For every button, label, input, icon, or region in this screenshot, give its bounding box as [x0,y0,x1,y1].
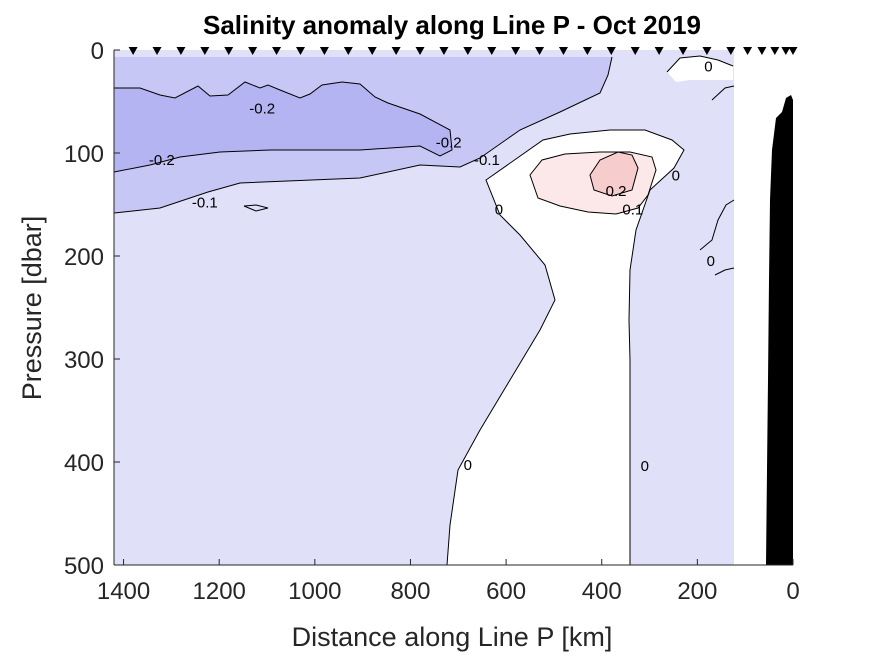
x-axis-label: Distance along Line P [km] [292,622,613,652]
station-marker [582,47,592,55]
contour-label: 0 [704,58,712,75]
y-axis-label: Pressure [dbar] [17,216,47,401]
contour-label: 0 [495,202,503,219]
contour-fill-near-zero-top [667,56,733,82]
contour-label: -0.2 [249,101,275,118]
station-marker [391,47,401,55]
station-marker [757,47,767,55]
contour-line-zero [446,129,685,565]
contour-fill-near-zero [447,130,684,565]
station-marker [511,47,521,55]
x-axis-ticks: 1400 1200 1000 800 600 400 200 0 [97,559,800,605]
station-marker [726,47,736,55]
x-tick-label: 1000 [288,578,341,605]
contour-label: 0 [641,458,649,475]
x-tick-label: 0 [786,578,799,605]
contour-line-zero-right [711,85,735,101]
y-tick-label: 0 [91,38,104,65]
station-marker [654,47,664,55]
y-tick-label: 500 [64,553,104,580]
station-marker [248,47,258,55]
x-tick-label: 1200 [193,578,246,605]
bathymetry [766,95,793,565]
y-tick-label: 300 [64,347,104,374]
station-marker [788,47,798,55]
station-marker [463,47,473,55]
contour-label: 0 [672,168,680,185]
contour-lines [114,55,735,565]
contour-fill-pos-0-2 [590,152,638,196]
station-marker [367,47,377,55]
contour-label: 0 [464,457,472,474]
contour-line-neg-0-2 [114,81,453,173]
contour-label: -0.1 [474,152,500,169]
contour-label: 0 [707,253,715,270]
contour-labels: -0.2 -0.2 -0.1 -0.2 -0.1 0.2 0.1 0 0 0 0 0 0 [149,58,715,475]
x-tick-label: 600 [486,578,526,605]
station-marker [224,47,234,55]
y-tick-label: 100 [64,141,104,168]
contour-line-zero-right-lower [699,199,735,251]
contour-line-pos-0-2 [589,151,639,197]
y-tick-label: 200 [64,244,104,271]
station-marker [702,47,712,55]
station-marker [535,47,545,55]
contour-label: -0.2 [436,135,462,152]
contour-line-zero-right-bottom [714,267,735,276]
y-tick-label: 400 [64,450,104,477]
contour-label: 0.1 [622,202,643,219]
station-marker [781,47,791,55]
station-marker [295,47,305,55]
station-marker [439,47,449,55]
contour-label: -0.1 [192,194,218,211]
contour-line-neg-0-1-small [243,204,269,212]
axes-frame [113,50,793,566]
x-tick-label: 200 [677,578,717,605]
y-axis-ticks: 0 100 200 300 400 500 [64,38,120,580]
station-marker [606,47,616,55]
station-marker [176,47,186,55]
contour-label: 0.2 [606,183,627,200]
station-marker [152,47,162,55]
station-marker [630,47,640,55]
station-marker [343,47,353,55]
plot-area: -0.2 -0.2 -0.1 -0.2 -0.1 0.2 0.1 0 0 0 0 0 0 [114,50,793,565]
chart-title: Salinity anomaly along Line P - Oct 2019 [203,10,701,40]
station-marker [743,47,753,55]
x-tick-label: 400 [582,578,622,605]
contour-line-zero-top [666,55,734,73]
station-marker [200,47,210,55]
station-marker [319,47,329,55]
contour-line-neg-0-1 [114,56,613,214]
contour-line-pos-0-1 [529,151,657,215]
station-marker [678,47,688,55]
station-marker [272,47,282,55]
station-markers [128,47,798,55]
station-marker [770,47,780,55]
contour-label: -0.2 [149,152,175,169]
station-marker [487,47,497,55]
station-marker [128,47,138,55]
station-marker [415,47,425,55]
x-tick-label: 800 [390,578,430,605]
station-marker [558,47,568,55]
x-tick-label: 1400 [97,578,150,605]
